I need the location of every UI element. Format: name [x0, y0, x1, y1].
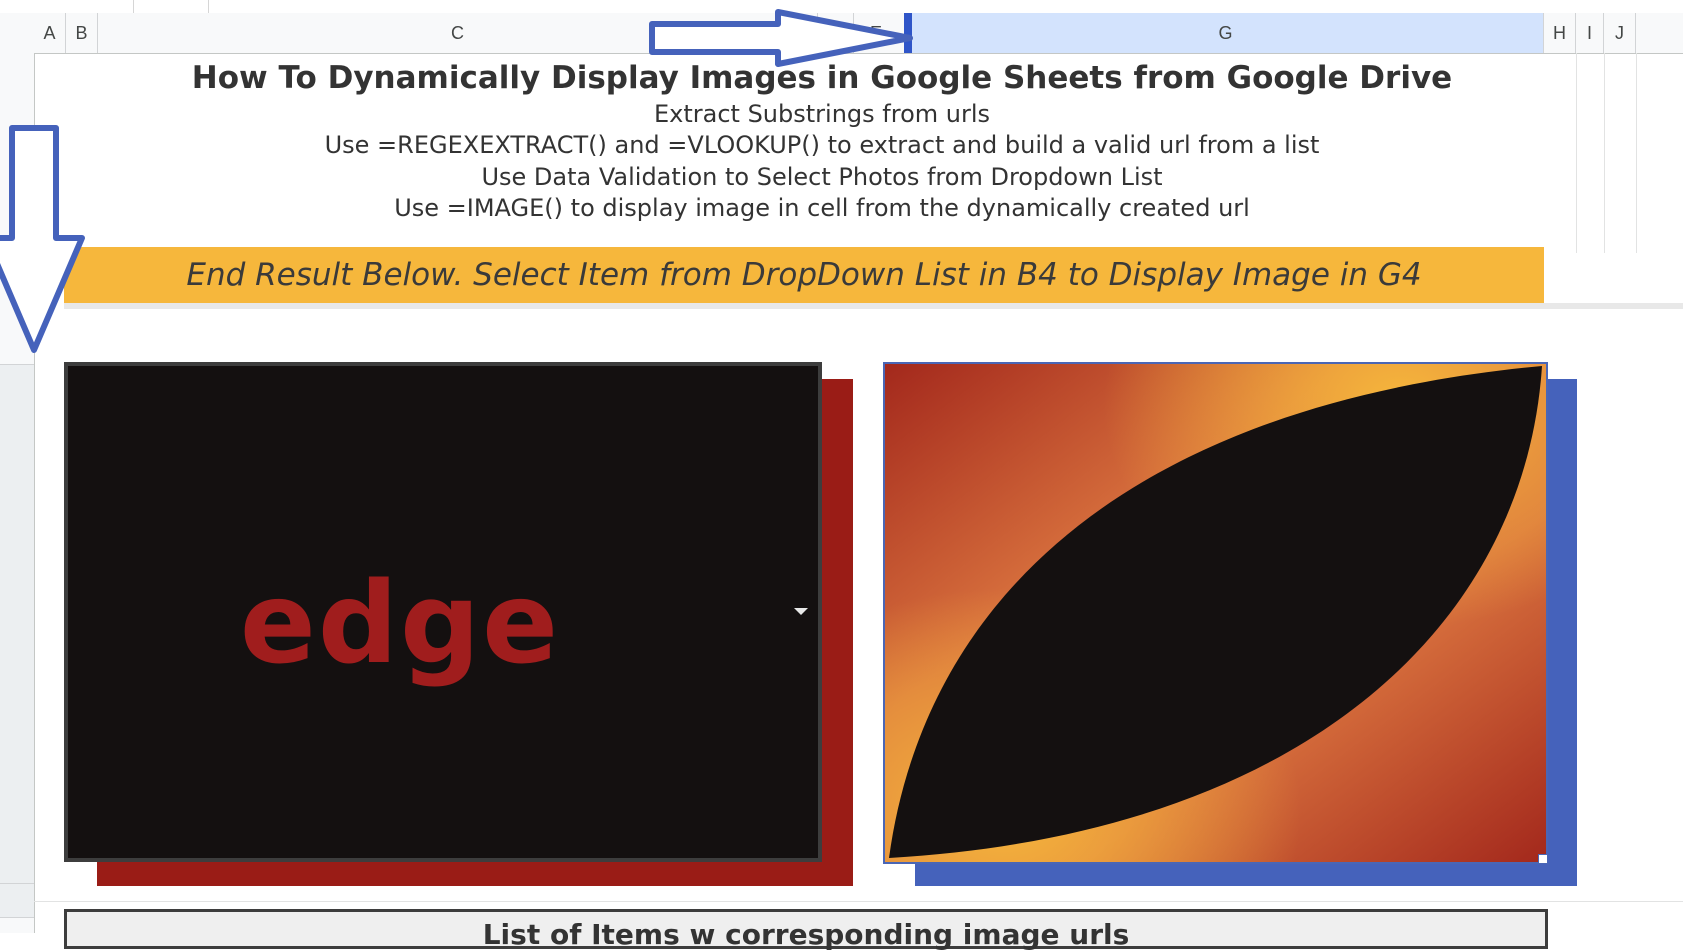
- dropdown-arrow-icon[interactable]: [794, 608, 808, 615]
- gridline: [1576, 53, 1577, 253]
- column-header-b[interactable]: B: [66, 13, 98, 53]
- column-header-h[interactable]: H: [1544, 13, 1576, 53]
- items-list-title: List of Items w corresponding image urls: [482, 918, 1130, 951]
- formula-bar-divider: [133, 0, 134, 13]
- arrow-right-icon: [649, 9, 913, 67]
- row-divider: [0, 883, 34, 884]
- arrow-down-icon: [0, 125, 85, 353]
- subtitle-line: Use Data Validation to Select Photos fro…: [481, 163, 1163, 191]
- image-cell-g4[interactable]: [883, 362, 1548, 864]
- column-resize-handle[interactable]: [904, 13, 912, 53]
- banner-shadow: [64, 303, 1683, 309]
- subtitle-line: Use =REGEXEXTRACT() and =VLOOKUP() to ex…: [324, 131, 1320, 159]
- formula-bar-divider: [208, 0, 209, 13]
- column-header-g[interactable]: G: [908, 13, 1544, 53]
- gridline: [1604, 53, 1605, 253]
- items-list-header: List of Items w corresponding image urls: [64, 909, 1548, 951]
- dropdown-selected-value: edge: [239, 559, 561, 689]
- row-divider: [0, 917, 34, 918]
- column-header-j[interactable]: J: [1604, 13, 1636, 53]
- abstract-leaf-image: [885, 364, 1546, 862]
- selected-row-header[interactable]: [0, 364, 34, 917]
- cell-selection-handle[interactable]: [1538, 854, 1548, 864]
- subtitle-line: Extract Substrings from urls: [653, 100, 991, 128]
- gridline: [1636, 53, 1637, 253]
- page-title: How To Dynamically Display Images in Goo…: [191, 60, 1453, 96]
- dropdown-cell-b4[interactable]: edge: [64, 362, 822, 862]
- subtitle-line: Use =IMAGE() to display image in cell fr…: [394, 194, 1250, 222]
- row-divider: [0, 364, 34, 365]
- result-banner: End Result Below. Select Item from DropD…: [64, 247, 1544, 303]
- column-header-i[interactable]: I: [1576, 13, 1604, 53]
- column-header-a[interactable]: A: [34, 13, 66, 53]
- gridline: [34, 901, 1683, 902]
